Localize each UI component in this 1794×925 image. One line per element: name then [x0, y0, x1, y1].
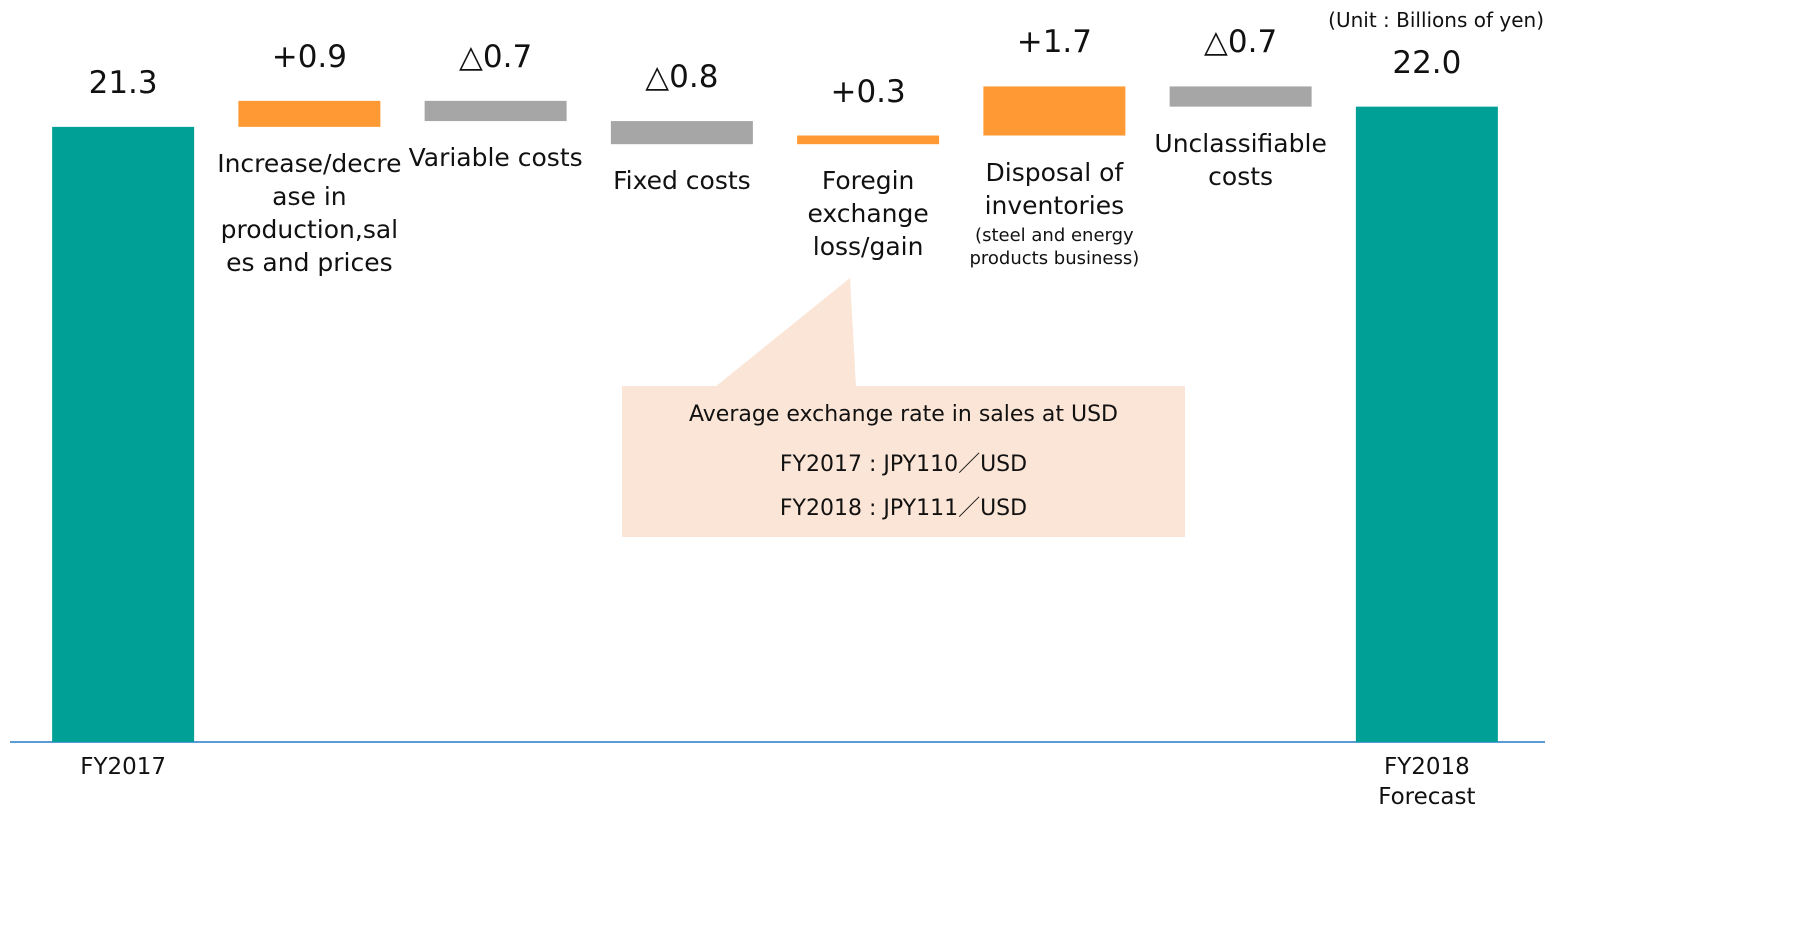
x-tick-label: Unclassifiable costs: [1154, 128, 1327, 191]
bar: [610, 121, 753, 145]
bar: [52, 126, 195, 742]
value-label: +1.7: [1016, 24, 1093, 61]
callout-text: FY2017 : JPY110／USD: [779, 452, 1028, 477]
bar: [1355, 106, 1498, 742]
bar: [1169, 86, 1312, 107]
callout-text: FY2018 : JPY111／USD: [779, 496, 1028, 521]
x-tick-label: Fixed costs: [613, 166, 751, 196]
callout-box: [622, 386, 1185, 537]
category-note: (steel and energy products business): [969, 224, 1140, 269]
value-label: +0.9: [271, 38, 348, 75]
bar: [424, 100, 567, 122]
x-tick-label: Increase/decrease in production,sales an…: [217, 148, 402, 277]
x-tick-label: Foregin exchange loss/gain: [807, 166, 929, 262]
x-tick-label: Variable costs: [408, 143, 583, 173]
x-tick-label: Disposal of inventories: [984, 157, 1125, 220]
value-label: △0.7: [1204, 24, 1278, 61]
x-tick-label: FY2017: [80, 754, 167, 780]
value-label: △0.7: [459, 38, 533, 75]
value-label: 21.3: [88, 64, 158, 101]
unit-note: (Unit : Billions of yen): [1328, 8, 1544, 32]
callout-pointer: [715, 278, 856, 387]
value-label: 22.0: [1392, 44, 1462, 81]
x-tick-label: FY2018 Forecast: [1378, 754, 1476, 810]
bar: [238, 100, 381, 127]
callout-text: Average exchange rate in sales at USD: [689, 402, 1118, 427]
bar: [797, 135, 940, 145]
bar: [983, 86, 1126, 136]
value-label: △0.8: [645, 59, 719, 96]
value-label: +0.3: [830, 73, 906, 110]
